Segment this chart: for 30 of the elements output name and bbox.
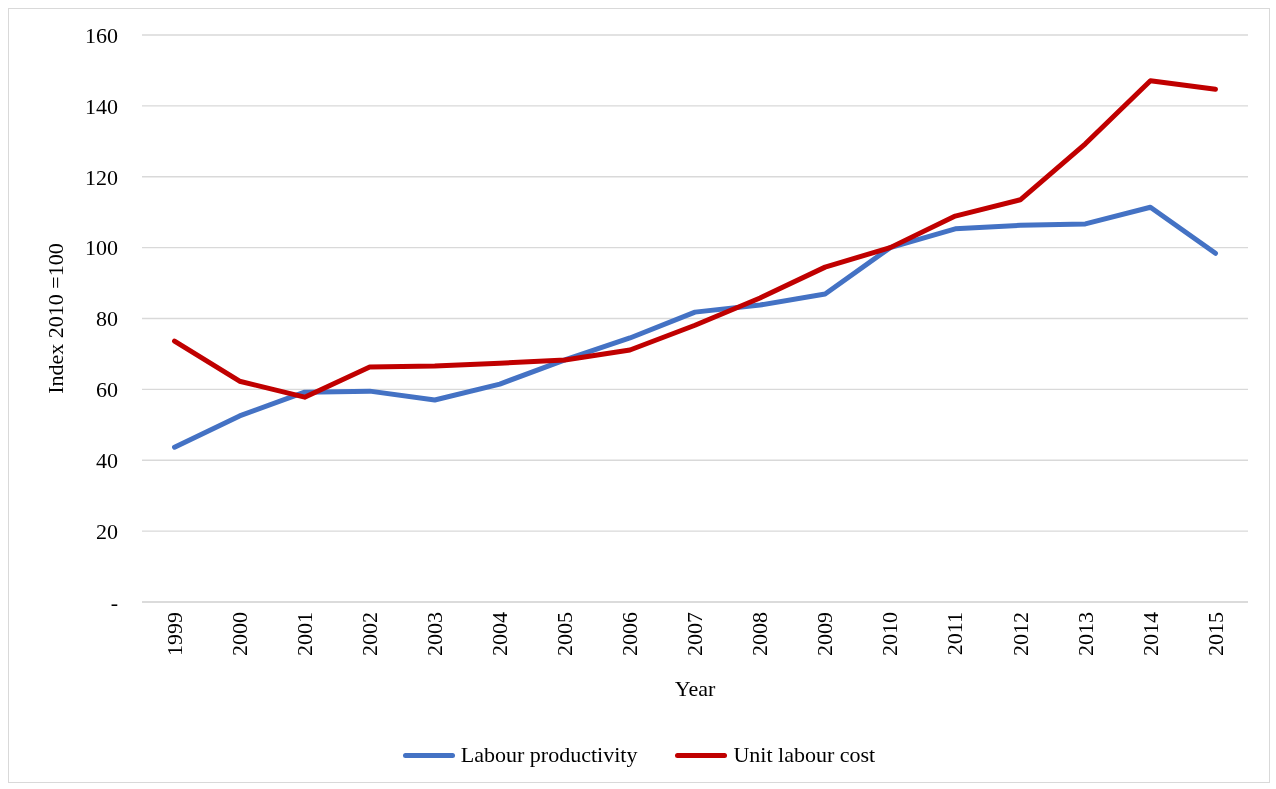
x-tick-label: 2004 xyxy=(487,612,513,656)
y-axis-title: Index 2010 =100 xyxy=(42,243,68,394)
x-tick-label: 2005 xyxy=(552,612,578,656)
x-tick-label: 2013 xyxy=(1072,612,1098,656)
y-tick-label: 100 xyxy=(85,235,118,261)
y-tick-label: 20 xyxy=(96,518,118,544)
x-tick-label: 2012 xyxy=(1007,612,1033,656)
x-axis-title: Year xyxy=(674,675,716,701)
y-tick-label: - xyxy=(110,589,118,615)
x-tick-label: 1999 xyxy=(161,612,187,656)
legend-label: Unit labour cost xyxy=(733,742,876,768)
x-tick-label: 2009 xyxy=(812,612,838,656)
y-tick-label: 40 xyxy=(96,448,118,474)
y-tick-label: 60 xyxy=(96,377,118,403)
x-tick-label: 2010 xyxy=(877,612,903,656)
y-tick-label: 80 xyxy=(96,306,118,332)
y-tick-label: 120 xyxy=(85,164,118,190)
x-tick-label: 2002 xyxy=(356,612,382,656)
x-tick-label: 2011 xyxy=(942,612,968,656)
x-tick-label: 2003 xyxy=(422,612,448,656)
x-tick-label: 2006 xyxy=(617,612,643,656)
x-tick-label: 2015 xyxy=(1202,612,1228,656)
x-tick-label: 2007 xyxy=(682,612,708,656)
x-tick-label: 2001 xyxy=(291,612,317,656)
x-tick-label: 2000 xyxy=(226,612,252,656)
y-tick-label: 140 xyxy=(85,93,118,119)
x-tick-label: 2008 xyxy=(747,612,773,656)
y-tick-label: 160 xyxy=(85,22,118,48)
x-tick-label: 2014 xyxy=(1137,612,1163,656)
legend-label: Labour productivity xyxy=(460,742,638,768)
